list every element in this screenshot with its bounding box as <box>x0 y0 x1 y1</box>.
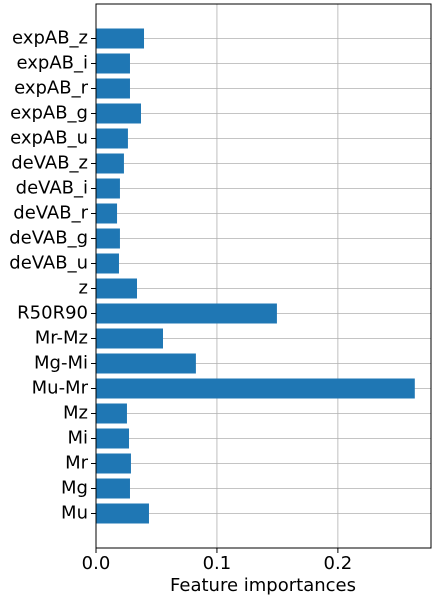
x-tick-label: 0.0 <box>82 553 111 574</box>
y-tick-label: Mu-Mr <box>32 378 89 399</box>
y-tick-label: Mg-Mi <box>34 353 88 374</box>
y-tick-label: deVAB_z <box>11 153 88 174</box>
bar <box>96 28 145 49</box>
bar <box>96 153 124 174</box>
bar <box>96 328 163 349</box>
bar <box>96 403 127 424</box>
bar <box>96 303 277 324</box>
y-tick-label: Mu <box>61 503 88 524</box>
bar <box>96 228 120 249</box>
x-tick-label: 0.1 <box>203 553 232 574</box>
y-tick-label: z <box>79 278 88 299</box>
bar <box>96 353 196 374</box>
y-tick-label: Mz <box>63 403 88 424</box>
y-tick-label: expAB_u <box>10 128 88 149</box>
bar <box>96 53 130 74</box>
y-tick-label: Mr-Mz <box>35 328 88 349</box>
y-tick-label: expAB_r <box>14 78 88 99</box>
y-tick-label: expAB_i <box>17 53 89 74</box>
bar <box>96 378 415 399</box>
bar <box>96 78 130 99</box>
x-axis-label: Feature importances <box>170 575 356 596</box>
bar <box>96 453 131 474</box>
bar <box>96 503 149 524</box>
y-tick-label: Mg <box>61 478 88 499</box>
plot-frame <box>95 3 432 549</box>
y-tick-label: deVAB_u <box>9 253 88 274</box>
bar <box>96 178 120 199</box>
bar <box>96 428 130 449</box>
y-tick-label: deVAB_g <box>9 228 88 249</box>
y-tick-label: deVAB_i <box>16 178 88 199</box>
bar <box>96 128 128 149</box>
y-tick-label: deVAB_r <box>13 203 88 224</box>
bar <box>96 103 141 124</box>
y-tick-label: expAB_z <box>12 28 88 49</box>
y-tick-label: Mi <box>67 428 88 449</box>
x-tick-label: 0.2 <box>324 553 353 574</box>
y-tick-label: expAB_g <box>10 103 88 124</box>
bar <box>96 278 137 299</box>
y-tick-label: R50R90 <box>17 303 88 324</box>
bar <box>96 478 130 499</box>
bar <box>96 203 118 224</box>
bar <box>96 253 119 274</box>
y-tick-label: Mr <box>65 453 89 474</box>
